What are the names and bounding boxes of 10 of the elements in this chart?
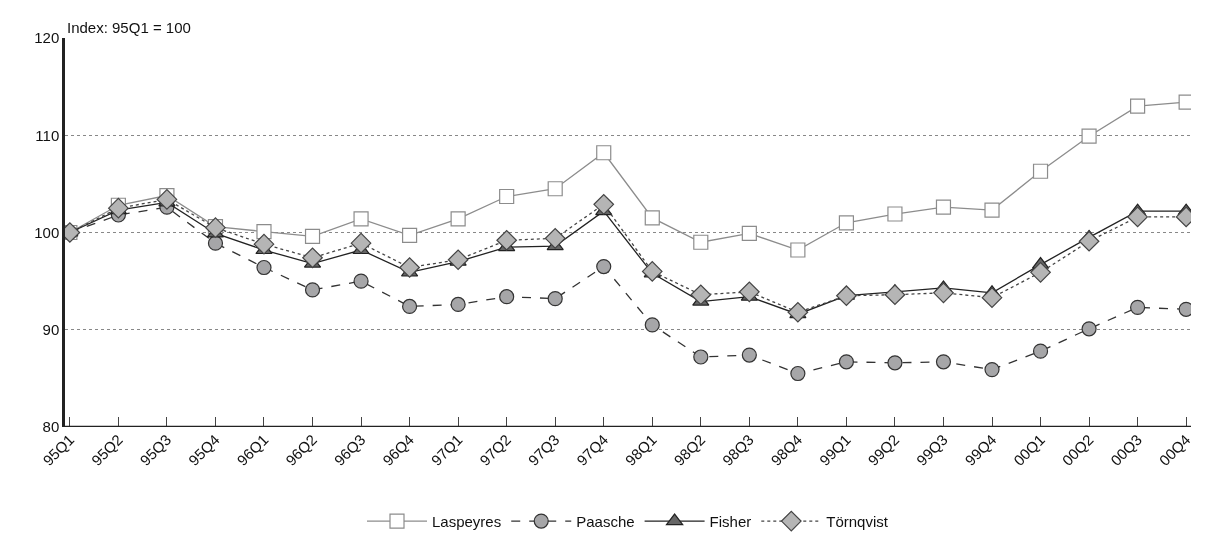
legend-label: Laspeyres — [432, 512, 502, 530]
legend-label: Törnqvist — [826, 512, 889, 530]
legend-label: Paasche — [576, 512, 635, 530]
y-tick-label: 100 — [34, 223, 60, 241]
y-tick-label: 90 — [42, 321, 60, 338]
legend-label: Fisher — [709, 512, 752, 530]
y-tick-label: 80 — [42, 418, 60, 436]
y-tick-label: 110 — [35, 126, 60, 144]
y-tick-label: 120 — [34, 29, 60, 47]
y-axis-title: Index: 95Q1 = 100 — [67, 19, 191, 36]
